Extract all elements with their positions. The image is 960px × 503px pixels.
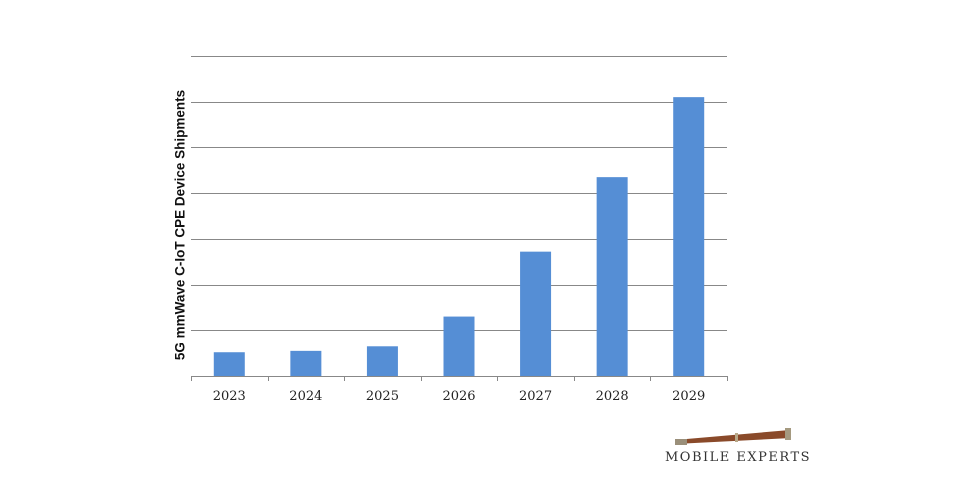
bar-2026	[443, 316, 475, 376]
x-tick-label: 2025	[366, 389, 399, 404]
bar-2024	[290, 350, 322, 376]
x-tick-label: 2027	[519, 389, 552, 404]
x-tick-label: 2028	[596, 389, 629, 404]
bar-2025	[366, 346, 398, 376]
x-tick-label: 2023	[213, 389, 246, 404]
logo-text: MOBILE EXPERTS	[665, 450, 812, 465]
x-tick-label: 2024	[289, 389, 322, 404]
x-tick-label: 2026	[442, 389, 475, 404]
bar-2023	[213, 352, 245, 376]
bar-2027	[520, 251, 552, 376]
y-axis-label: 5G mmWave C-IoT CPE Device Shipments	[172, 89, 188, 361]
x-tick-label: 2029	[672, 389, 705, 404]
telescope-logo-icon	[675, 428, 791, 445]
bar-2028	[596, 177, 628, 376]
bar-2029	[673, 97, 705, 377]
